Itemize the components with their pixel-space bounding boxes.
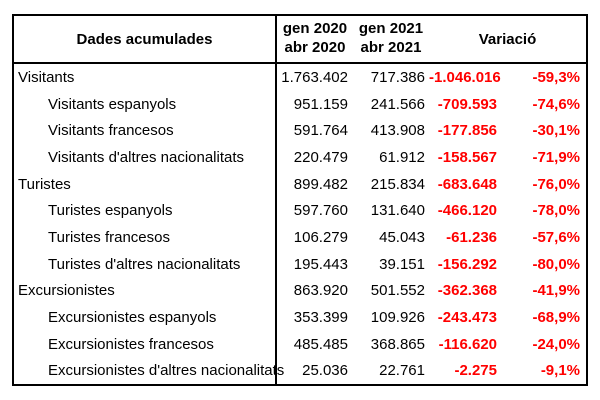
table-header-row: Dades acumulades gen 2020 abr 2020 gen 2… [14,16,586,64]
row-label: Visitants espanyols [14,90,277,118]
table-row-excursionistes-altres: Excursionistes d'altres nacionalitats 25… [14,357,586,385]
variation-absolute: -2.275 [454,362,497,380]
table-row-turistes-francesos: Turistes francesos 106.279 45.043 -61.23… [14,224,586,251]
variation-absolute: -683.648 [437,175,497,193]
table-row-visitants-francesos: Visitants francesos 591.764 413.908 -177… [14,117,586,145]
row-label: Visitants [14,64,277,91]
value-2021: 241.566 [370,95,425,113]
variation-percent: -41,9% [532,282,580,300]
table-row-visitants-altres: Visitants d'altres nacionalitats 220.479… [14,144,586,171]
value-2021: 39.151 [379,255,425,273]
variation-percent: -24,0% [532,335,580,353]
variation-percent: -80,0% [532,255,580,273]
value-2021: 61.912 [379,148,425,166]
value-2021: 717.386 [370,68,425,86]
value-2021: 368.865 [370,335,425,353]
value-2020: 353.399 [293,309,348,327]
variation-percent: -74,6% [532,95,580,113]
variation-absolute: -466.120 [437,202,497,220]
value-2020: 1.763.402 [281,68,348,86]
row-label: Excursionistes [14,277,277,305]
value-2020: 25.036 [302,362,348,380]
value-2021: 131.640 [370,202,425,220]
value-2020: 951.159 [293,95,348,113]
variation-percent: -71,9% [532,148,580,166]
value-2020: 195.443 [293,255,348,273]
value-2020: 597.760 [293,202,348,220]
row-label: Turistes francesos [14,224,277,251]
table-row-excursionistes-francesos: Excursionistes francesos 485.485 368.865… [14,330,586,358]
table-row-visitants-espanyols: Visitants espanyols 951.159 241.566 -709… [14,90,586,118]
header-period-2021: gen 2021 abr 2021 [353,20,429,58]
table-row-turistes-altres: Turistes d'altres nacionalitats 195.443 … [14,250,586,278]
header-period-2020-line1: gen 2020 [282,20,348,38]
variation-absolute: -61.236 [446,228,497,246]
table-row-excursionistes-espanyols: Excursionistes espanyols 353.399 109.926… [14,304,586,331]
value-2020: 591.764 [293,122,348,140]
value-2021: 413.908 [370,122,425,140]
variation-percent: -57,6% [532,228,580,246]
variation-absolute: -709.593 [437,95,497,113]
row-label: Visitants francesos [14,117,277,145]
row-label: Turistes d'altres nacionalitats [14,250,277,278]
variation-percent: -9,1% [540,362,580,380]
value-2020: 863.920 [293,282,348,300]
value-2020: 106.279 [293,228,348,246]
variation-absolute: -116.620 [438,335,497,353]
variation-absolute: -158.567 [437,148,497,166]
variation-absolute: -177.856 [437,122,497,140]
header-period-2021-line1: gen 2021 [358,20,424,38]
table-row-excursionistes: Excursionistes 863.920 501.552 -362.368 … [14,277,586,305]
variation-percent: -76,0% [532,175,580,193]
row-label: Excursionistes espanyols [14,304,277,331]
variation-percent: -30,1% [532,122,580,140]
value-2021: 215.834 [370,175,425,193]
header-period-2020-line2: abr 2020 [284,39,346,56]
table-row-visitants: Visitants 1.763.402 717.386 -1.046.016 -… [14,64,586,91]
value-2021: 109.926 [370,309,425,327]
variation-absolute: -243.473 [437,309,497,327]
value-2021: 22.761 [379,362,425,380]
variation-percent: -59,3% [532,68,580,86]
variation-percent: -78,0% [532,202,580,220]
value-2021: 45.043 [379,228,425,246]
row-label: Visitants d'altres nacionalitats [14,144,277,171]
value-2020: 220.479 [293,148,348,166]
variation-absolute: -1.046.016 [429,68,501,86]
row-label: Excursionistes francesos [14,330,277,358]
header-variation: Variació [478,30,537,48]
table-row-turistes: Turistes 899.482 215.834 -683.648 -76,0% [14,170,586,198]
value-2020: 899.482 [293,175,348,193]
variation-percent: -68,9% [532,309,580,327]
header-label: Dades acumulades [14,16,277,62]
row-label: Turistes espanyols [14,197,277,225]
header-period-2021-line2: abr 2021 [360,39,422,56]
table-row-turistes-espanyols: Turistes espanyols 597.760 131.640 -466.… [14,197,586,225]
row-label: Excursionistes d'altres nacionalitats [14,357,284,385]
value-2020: 485.485 [293,335,348,353]
variation-absolute: -362.368 [437,282,497,300]
row-label: Turistes [14,170,277,198]
variation-absolute: -156.292 [437,255,497,273]
accumulated-data-table: Dades acumulades gen 2020 abr 2020 gen 2… [12,14,588,387]
header-period-2020: gen 2020 abr 2020 [277,20,353,58]
value-2021: 501.552 [370,282,425,300]
